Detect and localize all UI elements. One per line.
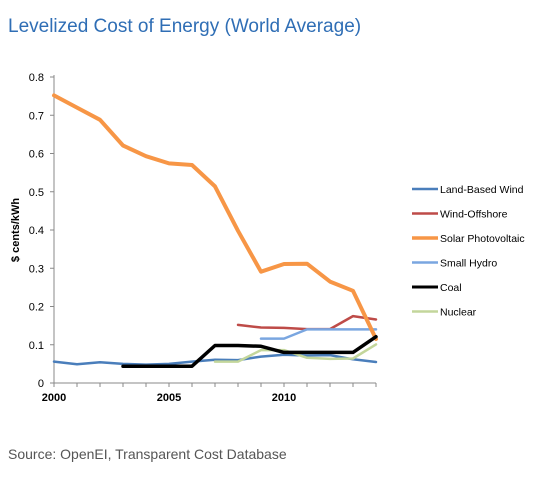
y-tick-label: 0.2: [29, 302, 44, 314]
x-tick-label: 2000: [42, 392, 66, 404]
legend-label-coal: Coal: [440, 282, 462, 294]
y-tick-label: 0.3: [29, 263, 44, 275]
series-line-land-based-wind: [52, 353, 378, 366]
y-tick-label: 0: [38, 378, 44, 390]
source-note: Source: OpenEI, Transparent Cost Databas…: [8, 446, 287, 462]
legend-label-nuclear: Nuclear: [440, 307, 477, 319]
y-tick-label: 0.1: [29, 340, 44, 352]
y-tick-label: 0.7: [29, 110, 44, 122]
y-axis-label: $ cents/kWh: [10, 198, 22, 262]
series-line-wind-offshore: [236, 314, 378, 331]
series-line-coal: [121, 334, 378, 368]
chart-title: Levelized Cost of Energy (World Average): [8, 16, 362, 37]
y-tick-label: 0.4: [29, 225, 44, 237]
legend-label-small-hydro: Small Hydro: [440, 258, 497, 270]
series-line-small-hydro: [259, 328, 378, 340]
legend-label-solar-photovoltaic: Solar Photovoltaic: [440, 233, 525, 245]
y-tick-label: 0.6: [29, 149, 44, 161]
x-tick-label: 2010: [272, 392, 296, 404]
y-tick-label: 0.5: [29, 187, 44, 199]
x-tick-label: 2005: [157, 392, 181, 404]
legend-label-land-based-wind: Land-Based Wind: [440, 184, 524, 196]
legend-label-wind-offshore: Wind-Offshore: [440, 209, 508, 221]
y-tick-label: 0.8: [29, 72, 44, 84]
series-line-solar-photovoltaic: [52, 93, 378, 341]
